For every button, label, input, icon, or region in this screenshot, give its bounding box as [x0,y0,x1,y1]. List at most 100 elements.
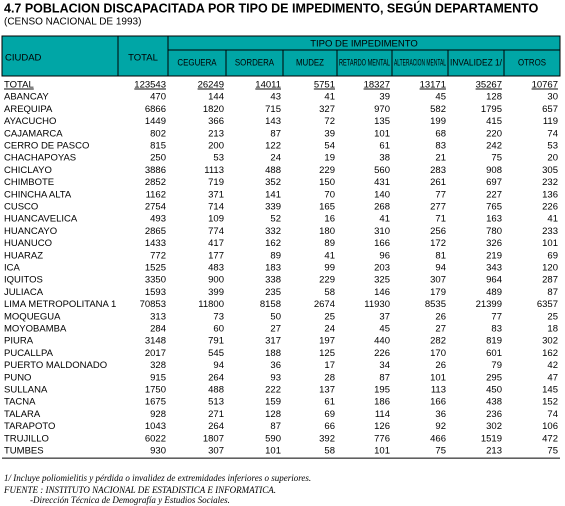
cell-value: 415 [486,116,502,127]
cell-value: 77 [491,311,502,322]
source-detail: -Dirección Técnica de Demografía y Estud… [30,495,230,505]
cell-value: 77 [435,189,446,200]
cell-value: 162 [265,238,281,249]
cell-value: 908 [486,165,502,176]
cell-value: 590 [265,433,281,444]
cell-value: 145 [542,385,558,396]
cell-value: 152 [542,397,558,408]
source: FUENTE : INSTITUTO NACIONAL DE ESTADISTI… [3,485,276,495]
row-label: CAJAMARCA [4,128,63,139]
cell-value: 45 [435,92,446,103]
cell-value: 235 [265,287,281,298]
cell-value: 815 [150,141,166,152]
cell-value: 89 [324,238,335,249]
cell-value: 34 [379,360,390,371]
cell-value: 8535 [425,299,446,310]
cell-value: 39 [324,128,335,139]
cell-value: 24 [270,153,281,164]
cell-value: 24 [324,324,335,335]
cell-value: 199 [430,116,446,127]
cell-value: 343 [486,263,502,274]
cell-value: 19 [324,153,335,164]
cell-value: 493 [150,214,166,225]
group-header: TIPO DE IMPEDIMENTO [310,39,418,50]
cell-value: 714 [208,202,224,213]
cell-value: 197 [319,336,335,347]
row-label: MOQUEGUA [4,311,61,322]
cell-value: 338 [265,275,281,286]
cell-value: 45 [379,324,390,335]
cell-value: 3350 [145,275,166,286]
row-label: PUCALLPA [4,348,54,359]
cell-value: 165 [319,202,335,213]
cell-value: 94 [435,263,446,274]
cell-value: 96 [379,250,390,261]
cell-value: 802 [150,128,166,139]
cell-value: 250 [150,153,166,164]
cell-value: 166 [430,397,446,408]
cell-value: 302 [542,336,558,347]
cell-value: 126 [374,421,390,432]
cell-value: 26 [435,311,446,322]
cell-value: 6022 [145,433,166,444]
cell-value: 180 [319,226,335,237]
cell-value: 3148 [145,336,166,347]
row-label: TACNA [4,397,36,408]
cell-value: 41 [324,92,335,103]
cell-value: 11800 [198,299,224,310]
cell-value: 92 [435,421,446,432]
cell-value: 81 [435,250,446,261]
cell-value: 136 [542,189,558,200]
cell-value: 70 [324,189,335,200]
cell-value: 18 [547,324,558,335]
cell-value: 2754 [145,202,166,213]
row-label: TUMBES [4,446,44,457]
cell-value: 261 [430,177,446,188]
cell-value: 277 [430,202,446,213]
subtitle: (CENSO NACIONAL DE 1993) [4,17,141,28]
cell-value: 35267 [476,80,502,91]
cell-value: 73 [213,311,224,322]
cell-value: 226 [542,202,558,213]
cell-value: 697 [486,177,502,188]
cell-value: 53 [547,141,558,152]
cell-value: 1519 [481,433,502,444]
cell-value: 54 [324,141,335,152]
cell-value: 38 [379,153,390,164]
cell-value: 53 [213,153,224,164]
cell-value: 417 [208,238,224,249]
cell-value: 1162 [146,189,166,200]
cell-value: 268 [374,202,390,213]
cell-value: 233 [542,226,558,237]
cell-value: 66 [324,421,335,432]
cell-value: 101 [430,372,446,383]
row-label: AYACUCHO [4,116,56,127]
cell-value: 774 [208,226,224,237]
cell-value: 17 [324,360,335,371]
cell-value: 58 [324,287,335,298]
cell-value: 89 [270,250,281,261]
cell-value: 282 [430,336,446,347]
cell-value: 94 [213,360,224,371]
cell-value: 183 [265,263,281,274]
cell-value: 113 [431,385,446,396]
cell-value: 30 [547,92,558,103]
cell-value: 219 [486,250,502,261]
cell-value: 450 [486,385,502,396]
cell-value: 819 [486,336,502,347]
cell-value: 1593 [145,287,166,298]
cell-value: 172 [430,238,446,249]
cell-value: 166 [374,238,390,249]
row-label: IQUITOS [4,275,43,286]
cell-value: 37 [379,311,390,322]
column-header: OTROS [518,58,546,69]
cell-value: 140 [374,189,390,200]
cell-value: 470 [150,92,166,103]
cell-value: 489 [486,287,502,298]
column-header: TOTAL [128,53,158,64]
column-header: MUDEZ [296,58,324,69]
cell-value: 264 [208,372,224,383]
cell-value: 715 [265,104,281,115]
row-label: CHACHAPOYAS [4,153,76,164]
